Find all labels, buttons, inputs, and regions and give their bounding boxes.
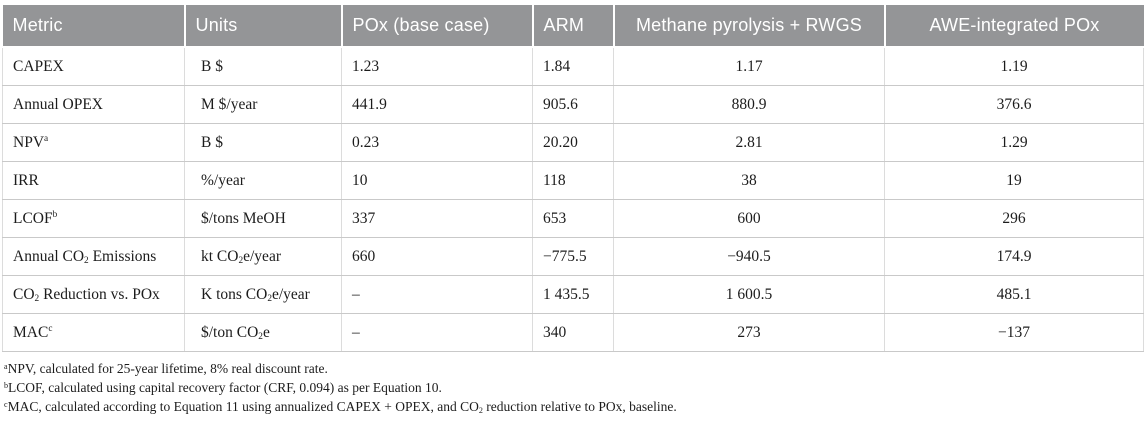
results-table: Metric Units POx (base case) ARM Methane pyr… <box>2 5 1144 352</box>
column-header-3: POx (base case) <box>341 5 534 48</box>
value-cell: 10 <box>341 161 533 200</box>
value-cell: 1 600.5 <box>613 275 885 314</box>
value-cell: – <box>341 313 533 352</box>
metric-cell: Annual OPEX <box>2 85 185 124</box>
value-cell: 273 <box>613 313 885 352</box>
value-cell: 905.6 <box>532 85 614 124</box>
value-cell: 19 <box>884 161 1144 200</box>
table-row: Annual OPEX M $/year 441.9 905.6 880.9 376.6 <box>2 85 1144 124</box>
table-header-row: Metric Units POx (base case) ARM Methane pyr… <box>2 5 1144 48</box>
value-cell: 1.17 <box>613 47 885 86</box>
table-row: CAPEX B $1.23 1.84 1.17 1.19 <box>2 47 1144 86</box>
units-cell: kt CO2e/year <box>184 237 342 276</box>
value-cell: 1 435.5 <box>532 275 614 314</box>
metric-cell: MACc <box>2 313 185 352</box>
units-cell: %/year <box>184 161 342 200</box>
value-cell: 337 <box>341 199 533 238</box>
value-cell: 1.84 <box>532 47 614 86</box>
table-row: NPVa B $0.23 20.20 2.81 1.29 <box>2 123 1144 162</box>
value-cell: −775.5 <box>532 237 614 276</box>
value-cell: – <box>341 275 533 314</box>
value-cell: 1.23 <box>341 47 533 86</box>
value-cell: 296 <box>884 199 1144 238</box>
value-cell: 1.29 <box>884 123 1144 162</box>
units-cell: $/tons MeOH <box>184 199 342 238</box>
value-cell: 340 <box>532 313 614 352</box>
value-cell: −940.5 <box>613 237 885 276</box>
metric-cell: Annual CO2 Emissions <box>2 237 185 276</box>
metric-cell: CO2 Reduction vs. POx <box>2 275 185 314</box>
value-cell: 441.9 <box>341 85 533 124</box>
metric-cell: NPVa <box>2 123 185 162</box>
table-row: MACc $/ton CO2e –340 273 −137 <box>2 313 1144 352</box>
metric-cell: IRR <box>2 161 185 200</box>
table-row: Annual CO2 Emissions kt CO2e/year 660 −775.… <box>2 237 1144 276</box>
table-row: IRR %/year 10 118 38 19 <box>2 161 1144 200</box>
value-cell: 2.81 <box>613 123 885 162</box>
column-header-6: AWE-integrated POx <box>884 5 1144 48</box>
value-cell: 20.20 <box>532 123 614 162</box>
units-cell: M $/year <box>184 85 342 124</box>
units-cell: B $ <box>184 123 342 162</box>
value-cell: 485.1 <box>884 275 1144 314</box>
value-cell: 0.23 <box>341 123 533 162</box>
value-cell: 600 <box>613 199 885 238</box>
value-cell: 1.19 <box>884 47 1144 86</box>
units-cell: $/ton CO2e <box>184 313 342 352</box>
metric-cell: LCOFb <box>2 199 185 238</box>
column-header-1: Metric <box>2 5 186 48</box>
units-cell: B $ <box>184 47 342 86</box>
table-row: CO2 Reduction vs. POx K tons CO2e/year –1 … <box>2 275 1144 314</box>
value-cell: 38 <box>613 161 885 200</box>
footnote: bLCOF, calculated using capital recovery… <box>4 380 442 395</box>
table-row: LCOFb $/tons MeOH 337 653 600 296 <box>2 199 1144 238</box>
value-cell: −137 <box>884 313 1144 352</box>
column-header-5: Methane pyrolysis + RWGS <box>613 5 886 48</box>
value-cell: 376.6 <box>884 85 1144 124</box>
footnote: cMAC, calculated according to Equation 1… <box>4 399 677 416</box>
value-cell: 660 <box>341 237 533 276</box>
column-header-2: Units <box>184 5 343 48</box>
column-header-4: ARM <box>532 5 615 48</box>
metric-cell: CAPEX <box>2 47 185 86</box>
table-footnotes: aNPV, calculated for 25-year lifetime, 8… <box>2 359 1143 416</box>
footnote: aNPV, calculated for 25-year lifetime, 8… <box>4 361 328 376</box>
value-cell: 653 <box>532 199 614 238</box>
units-cell: K tons CO2e/year <box>184 275 342 314</box>
value-cell: 118 <box>532 161 614 200</box>
table-body: CAPEX B $1.23 1.84 1.17 1.19 Annual OPEX M $/y… <box>2 47 1144 352</box>
value-cell: 174.9 <box>884 237 1144 276</box>
table-head: Metric Units POx (base case) ARM Methane pyr… <box>2 5 1144 48</box>
value-cell: 880.9 <box>613 85 885 124</box>
